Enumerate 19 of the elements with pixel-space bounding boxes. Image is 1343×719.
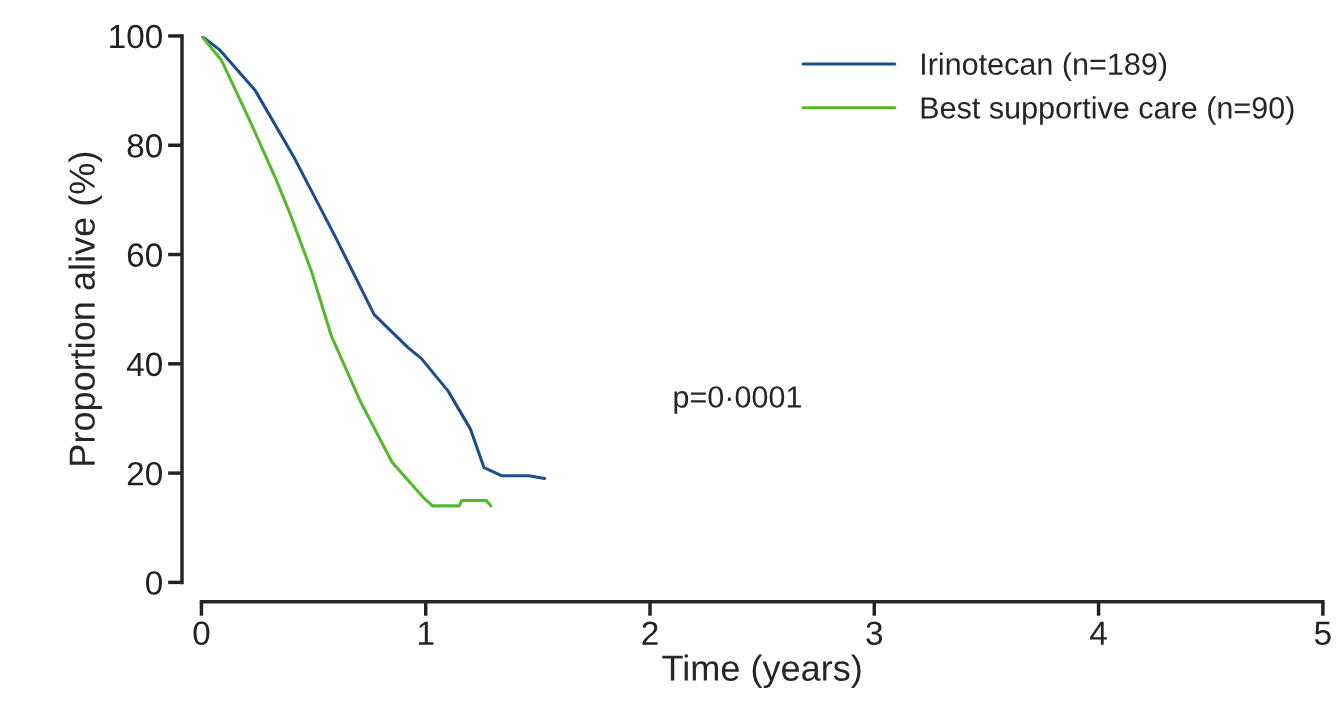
y-axis-title: Proportion alive (%) [68,152,103,465]
y-tick-label: 60 [127,243,162,267]
annotation: p=0·0001 [674,386,801,414]
x-tick-label: 0 [193,621,210,646]
legend-label: Irinotecan (n=189) [922,52,1167,81]
y-tick-label: 20 [127,461,162,486]
y-tick-label: 80 [127,134,162,158]
x-tick-label: 3 [866,621,883,646]
x-tick-label: 2 [642,621,658,645]
line-series [201,35,547,481]
x-tick-label: 5 [1314,621,1331,646]
line-series [201,35,493,508]
y-tick-label: 0 [146,571,162,595]
x-axis-title: Time (years) [662,654,861,689]
x-tick-label: 4 [1090,621,1107,645]
legend-label: Best supportive care (n=90) [921,96,1294,125]
y-tick-label: 100 [110,24,162,49]
x-tick-label: 1 [419,621,434,645]
y-tick-label: 40 [126,352,162,377]
